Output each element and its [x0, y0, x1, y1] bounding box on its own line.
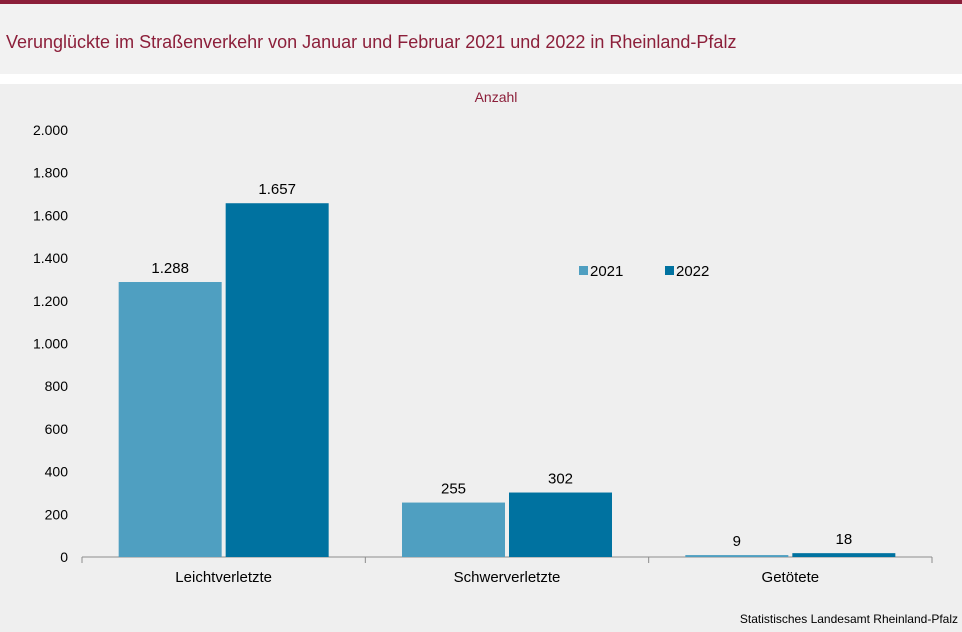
bar-2021: [118, 282, 222, 557]
bar-chart: Anzahl 0 200 400 600 800 1.000 1.200 1.400 1.600 1…: [33, 89, 933, 586]
legend-swatch-2021: [579, 266, 588, 275]
bar-2021: [402, 502, 505, 557]
y-unit-label: Anzahl: [475, 89, 518, 105]
y-tick-label: 2.000: [33, 122, 68, 138]
legend-label-2022: 2022: [676, 263, 709, 280]
y-tick-label: 1.400: [33, 250, 68, 266]
data-label: 255: [441, 481, 466, 498]
chart-title: Verunglückte im Straßenverkehr von Janua…: [6, 32, 737, 52]
y-tick-label: 1.600: [33, 207, 68, 223]
data-label: 18: [835, 531, 852, 548]
data-label: 302: [548, 471, 573, 488]
y-tick-label: 0: [60, 549, 68, 565]
data-label: 1.288: [151, 260, 189, 277]
y-tick-label: 1.200: [33, 293, 68, 309]
y-tick-label: 1.000: [33, 336, 68, 352]
x-category-label: Getötete: [762, 569, 820, 586]
bar-2022: [225, 203, 329, 557]
y-tick-label: 400: [45, 464, 69, 480]
legend-swatch-2022: [665, 266, 674, 275]
y-tick-label: 800: [45, 378, 69, 394]
top-rule: [0, 0, 962, 4]
source-note: Statistisches Landesamt Rheinland-Pfalz: [739, 612, 958, 626]
data-label: 9: [733, 533, 741, 550]
legend-label-2021: 2021: [590, 263, 623, 280]
x-category-label: Schwerverletzte: [454, 569, 561, 586]
header: Verunglückte im Straßenverkehr von Janua…: [0, 4, 962, 74]
y-tick-label: 1.800: [33, 165, 68, 181]
bar-2022: [509, 492, 612, 557]
y-tick-label: 200: [45, 506, 69, 522]
data-label: 1.657: [258, 181, 296, 198]
bar-2022: [792, 553, 896, 557]
x-category-label: Leichtverletzte: [175, 569, 272, 586]
y-tick-label: 600: [45, 421, 69, 437]
bar-2021: [685, 555, 789, 557]
chart-area: Anzahl 0 200 400 600 800 1.000 1.200 1.400 1.600 1…: [0, 84, 962, 632]
